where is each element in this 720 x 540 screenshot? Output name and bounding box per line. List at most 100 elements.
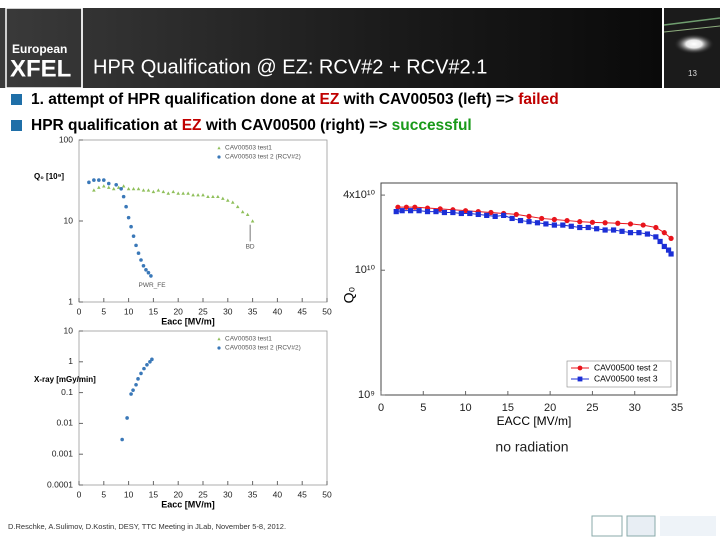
marker xyxy=(661,243,667,250)
chart: 10⁹ 10¹⁰ 4x10¹⁰ 0 5 10 15 20 25 30 35 EACC [MV/m] Q₀… xyxy=(341,182,683,455)
marker xyxy=(416,208,422,214)
marker xyxy=(144,267,148,272)
marker xyxy=(217,146,221,150)
x-tick-label: 50 xyxy=(322,306,332,316)
x-tick-label: 15 xyxy=(149,306,159,316)
marker xyxy=(568,223,574,229)
y-axis-label: X-ray [mGy/min] xyxy=(34,375,96,384)
marker xyxy=(106,185,111,189)
marker xyxy=(501,212,507,218)
y-tick-label: 10⁹ xyxy=(358,389,375,401)
legend-label: CAV00503 test1 xyxy=(225,145,272,152)
footer: D.Reschke, A.Sulimov, D.Kostin, DESY, TT… xyxy=(8,522,286,531)
y-tick-label: 10¹⁰ xyxy=(355,264,376,276)
marker xyxy=(408,208,414,214)
marker xyxy=(134,243,138,248)
marker xyxy=(92,188,96,192)
x-tick-label: 20 xyxy=(544,402,556,414)
marker xyxy=(150,357,154,362)
marker xyxy=(217,337,221,341)
marker xyxy=(124,204,128,209)
marker xyxy=(551,222,557,228)
x-tick-label: 45 xyxy=(297,489,307,499)
marker xyxy=(585,224,591,231)
marker xyxy=(216,194,220,199)
marker xyxy=(196,193,200,197)
marker xyxy=(240,209,245,214)
page-number: 13 xyxy=(688,69,697,78)
x-tick-label: 10 xyxy=(124,306,134,316)
y-tick-label: 10 xyxy=(64,215,74,225)
marker xyxy=(653,234,659,240)
marker xyxy=(191,193,195,197)
marker xyxy=(665,247,672,253)
bullet-segment: with CAV00503 (left) => xyxy=(339,91,518,108)
x-tick-label: 25 xyxy=(586,402,598,414)
bullet-text: 1. attempt of HPR qualification done at … xyxy=(31,91,559,108)
logo xyxy=(660,516,716,536)
x-tick-label: 10 xyxy=(124,489,134,499)
marker xyxy=(458,210,464,217)
marker xyxy=(462,208,469,214)
x-tick-label: 35 xyxy=(248,489,258,499)
x-tick-label: 30 xyxy=(629,402,641,414)
marker xyxy=(102,178,106,182)
legend-box xyxy=(566,360,672,388)
bullet-segment: EZ xyxy=(320,91,340,108)
marker xyxy=(139,371,143,376)
marker xyxy=(577,224,583,231)
marker xyxy=(577,376,583,382)
x-axis-label: Eacc [MV/m] xyxy=(161,316,215,326)
marker xyxy=(437,206,443,212)
bullet-segment: with CAV00500 (right) => xyxy=(202,117,392,134)
y-tick-label: 0.001 xyxy=(52,448,74,458)
annotation: no radiation xyxy=(495,439,568,455)
marker xyxy=(661,230,667,236)
marker xyxy=(653,224,659,231)
decoration xyxy=(674,34,714,54)
y-axis-label: Q₀ [10⁹] xyxy=(34,172,64,181)
marker xyxy=(534,220,541,226)
marker xyxy=(217,346,221,350)
marker xyxy=(539,215,545,222)
chart: 1 10 100 0 5 10 15 20 25 30 35 40 45 50 Eacc [MV/m] Q₀ … xyxy=(34,134,332,326)
marker xyxy=(97,178,101,182)
marker xyxy=(125,416,129,420)
marker xyxy=(142,366,146,371)
marker xyxy=(484,212,490,218)
marker xyxy=(395,204,401,210)
marker xyxy=(615,220,621,226)
marker xyxy=(602,227,608,233)
marker xyxy=(134,382,138,387)
marker xyxy=(433,208,439,215)
marker xyxy=(131,234,136,238)
header-banner xyxy=(0,8,662,88)
marker xyxy=(139,258,143,262)
x-tick-label: 15 xyxy=(149,489,159,499)
x-tick-label: 40 xyxy=(273,306,283,316)
marker xyxy=(87,180,91,185)
marker xyxy=(126,186,131,191)
decoration xyxy=(663,17,720,26)
logo-text: XFEL xyxy=(10,55,71,82)
y-tick-label: 0.01 xyxy=(56,418,73,428)
slide-title: HPR Qualification @ EZ: RCV#2 + RCV#2.1 xyxy=(93,56,487,78)
plot-frame xyxy=(78,330,328,486)
marker xyxy=(475,211,481,218)
marker xyxy=(627,230,634,236)
marker xyxy=(114,182,118,187)
decoration xyxy=(663,25,720,33)
x-tick-label: 25 xyxy=(198,306,208,316)
plot-frame xyxy=(78,139,328,303)
y-tick-label: 4x10¹⁰ xyxy=(343,189,376,201)
marker xyxy=(492,213,498,219)
marker xyxy=(230,200,235,204)
marker xyxy=(129,224,133,229)
x-tick-label: 10 xyxy=(459,402,471,414)
legend-label: CAV00503 test1 xyxy=(225,336,272,343)
annotation: BD xyxy=(246,244,255,251)
x-tick-label: 20 xyxy=(173,306,183,316)
marker xyxy=(149,274,153,278)
marker xyxy=(636,230,642,236)
x-tick-label: 40 xyxy=(273,489,283,499)
